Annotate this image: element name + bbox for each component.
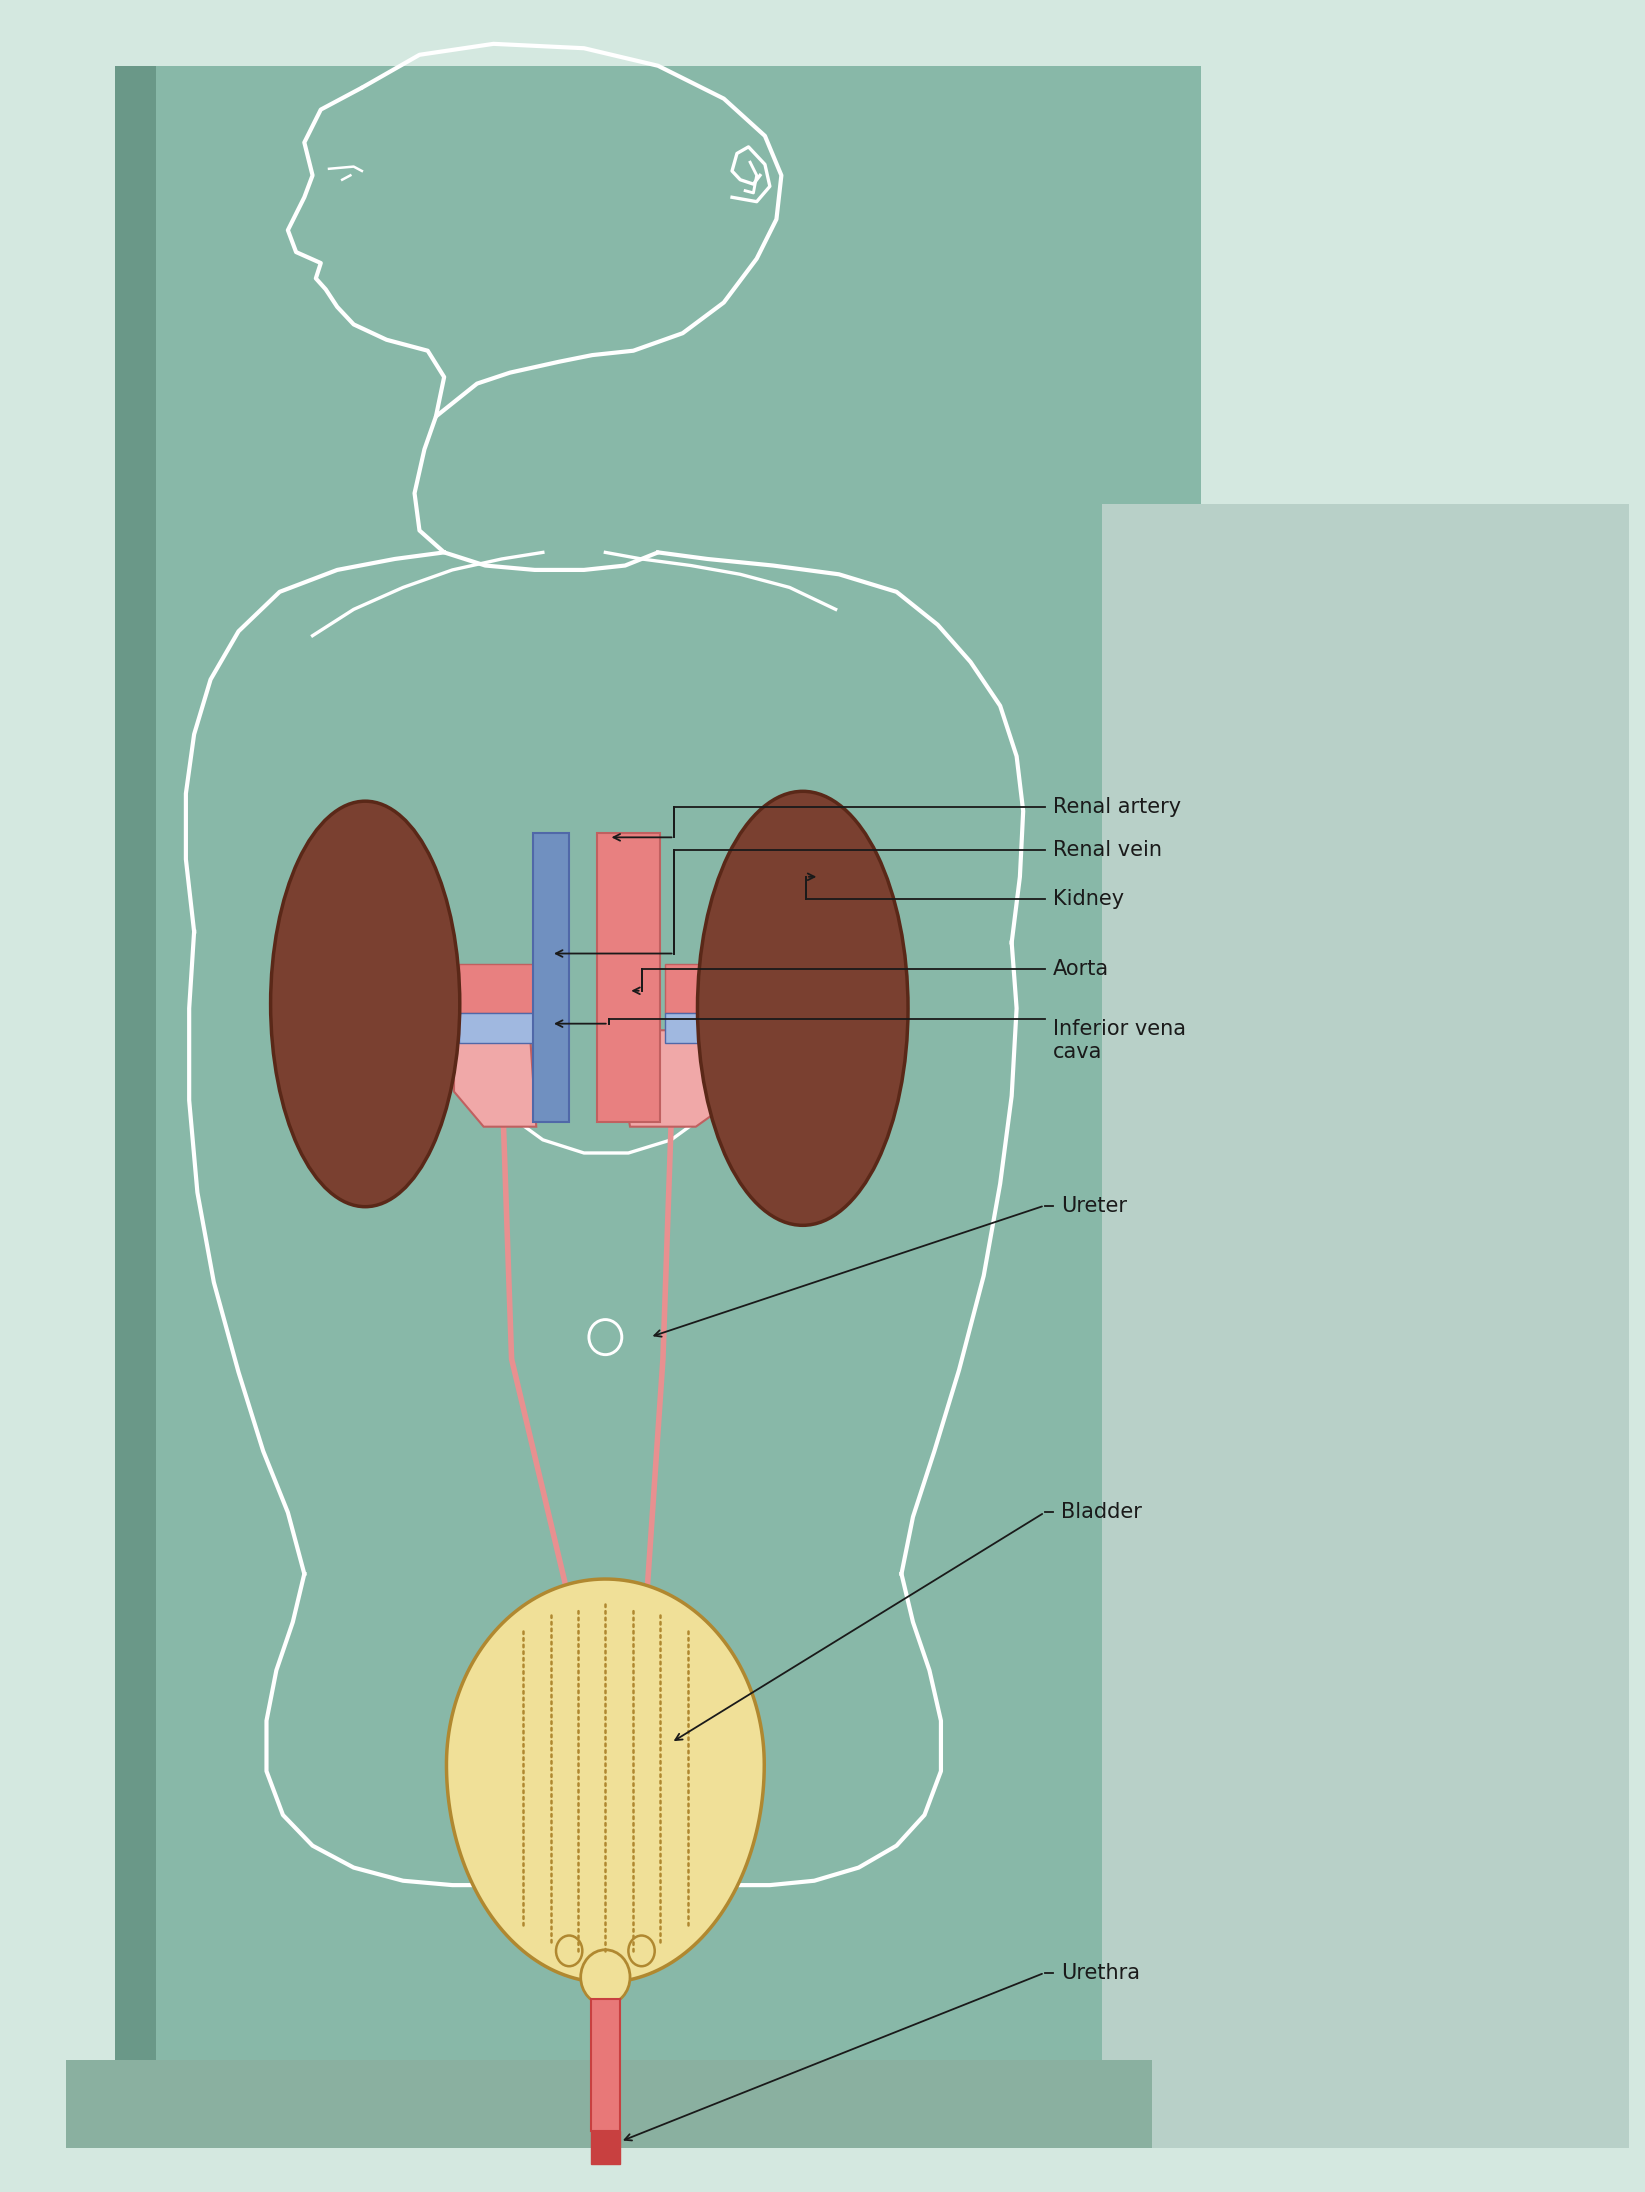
Ellipse shape xyxy=(270,800,461,1206)
Bar xyxy=(115,66,1201,2148)
Bar xyxy=(1102,504,1629,2148)
Text: Inferior vena
cava: Inferior vena cava xyxy=(1053,1019,1186,1063)
Text: Renal artery: Renal artery xyxy=(1053,796,1181,818)
Text: Kidney: Kidney xyxy=(1053,888,1124,910)
Bar xyxy=(591,1999,620,2131)
Bar xyxy=(597,833,660,1122)
Ellipse shape xyxy=(697,791,908,1225)
Text: Renal vein: Renal vein xyxy=(1053,840,1161,861)
Bar xyxy=(533,833,569,1122)
Text: Aorta: Aorta xyxy=(1053,958,1109,980)
Bar xyxy=(665,1013,796,1043)
Bar xyxy=(459,1013,536,1043)
Bar xyxy=(66,2060,1151,2148)
Polygon shape xyxy=(614,1030,745,1127)
Polygon shape xyxy=(446,1578,765,1982)
Text: Ureter: Ureter xyxy=(1061,1195,1127,1217)
Bar xyxy=(665,964,796,1013)
Bar xyxy=(115,66,156,2148)
Bar xyxy=(591,2131,620,2164)
Bar xyxy=(459,964,536,1013)
Text: Urethra: Urethra xyxy=(1061,1962,1140,1984)
Polygon shape xyxy=(454,1030,536,1127)
Ellipse shape xyxy=(581,1951,630,2003)
Text: Bladder: Bladder xyxy=(1061,1502,1142,1523)
